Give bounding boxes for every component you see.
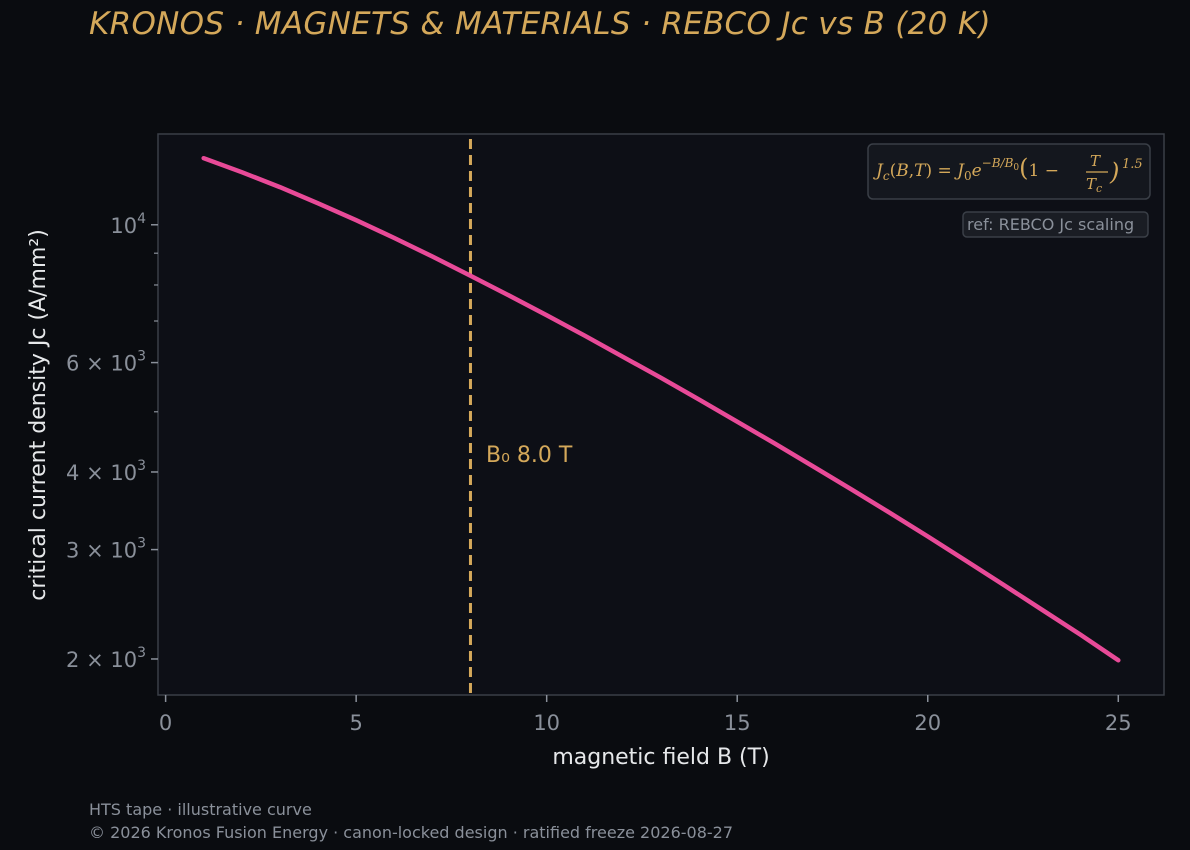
y-tick-label: 3 × 103 <box>66 536 146 563</box>
formula-exponent: ) <box>1109 158 1119 186</box>
y-tick-label: 104 <box>110 211 146 238</box>
x-tick-label: 25 <box>1105 711 1132 735</box>
formula-fraction-num: T <box>1090 152 1101 170</box>
x-axis: 0 5 10 15 20 25 <box>159 695 1132 735</box>
chart-title: KRONOS · MAGNETS & MATERIALS · REBCO Jc … <box>89 6 991 42</box>
y-axis-label: critical current density Jc (A/mm²) <box>26 229 51 601</box>
footer-note: HTS tape · illustrative curve <box>89 800 312 819</box>
ref-label: ref: REBCO Jc scaling <box>967 215 1134 234</box>
x-axis-label: magnetic field B (T) <box>552 745 769 770</box>
y-tick-label: 2 × 103 <box>66 645 146 672</box>
y-tick-label: 6 × 103 <box>66 349 146 376</box>
x-tick-label: 15 <box>724 711 751 735</box>
x-tick-label: 10 <box>533 711 560 735</box>
y-tick-label: 4 × 103 <box>66 458 146 485</box>
formula-text: Jc(B,T) = J0e−B/B0(1 − <box>873 154 1059 183</box>
jc-curve <box>201 155 1121 663</box>
x-tick-label: 20 <box>914 711 941 735</box>
ref-badge: ref: REBCO Jc scaling <box>962 211 1149 238</box>
x-tick-label: 5 <box>349 711 362 735</box>
x-tick-label: 0 <box>159 711 172 735</box>
b0-label: B₀ 8.0 T <box>486 443 573 468</box>
formula-box: Jc(B,T) = J0e−B/B0(1 − T Tc ) 1.5 <box>867 143 1151 200</box>
formula-power: 1.5 <box>1122 157 1143 172</box>
y-axis: 2 × 103 3 × 103 4 × 103 6 × 103 104 <box>66 211 158 672</box>
footer-copyright: © 2026 Kronos Fusion Energy · canon-lock… <box>89 823 734 842</box>
